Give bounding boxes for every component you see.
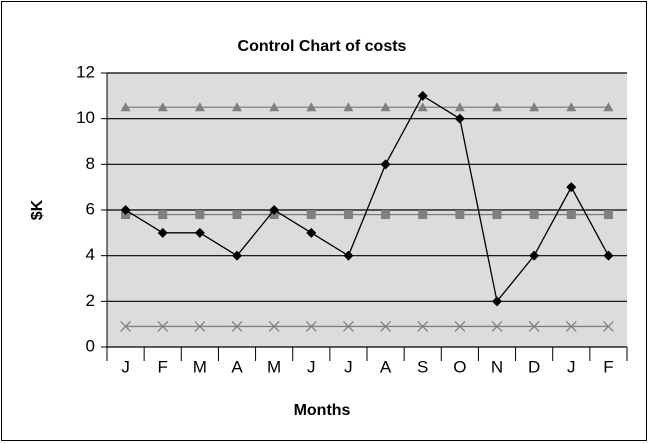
data-point (343, 250, 354, 261)
data-point (529, 210, 539, 220)
data-point (120, 102, 131, 112)
data-point (158, 210, 168, 220)
data-point (342, 320, 354, 332)
x-tick-label: A (380, 357, 392, 376)
data-point (528, 320, 540, 332)
data-point (343, 210, 353, 220)
data-point (157, 320, 169, 332)
y-tick-label: 0 (86, 336, 95, 355)
y-tick-label: 2 (86, 291, 95, 310)
data-point (417, 90, 428, 101)
data-point (529, 102, 540, 112)
data-point (417, 102, 428, 112)
data-point (381, 210, 391, 220)
data-point (231, 320, 243, 332)
x-tick-label: D (528, 357, 540, 376)
data-point (157, 102, 168, 112)
data-point (232, 210, 242, 220)
x-tick-label: O (453, 357, 466, 376)
data-point (565, 320, 577, 332)
data-point (194, 320, 206, 332)
y-tick-label: 8 (86, 154, 95, 173)
data-point (492, 210, 502, 220)
data-point (380, 159, 391, 170)
data-point (306, 227, 317, 238)
y-tick-label: 10 (76, 108, 95, 127)
x-tick-label: F (158, 357, 168, 376)
data-point (418, 210, 428, 220)
data-point (305, 320, 317, 332)
data-point (603, 250, 614, 261)
data-point (232, 250, 242, 261)
data-point (566, 102, 577, 112)
data-point (194, 102, 205, 112)
x-axis-label: Months (294, 402, 351, 419)
data-point (157, 227, 168, 238)
data-point (417, 320, 429, 332)
data-point (603, 210, 613, 220)
x-tick-label: A (231, 357, 243, 376)
chart-title: Control Chart of costs (238, 38, 407, 55)
x-tick-label: M (193, 357, 207, 376)
data-point (120, 205, 131, 215)
data-point (566, 182, 577, 193)
data-point (306, 210, 316, 220)
x-tick-label: N (491, 357, 503, 376)
y-tick-label: 12 (76, 62, 95, 81)
data-point (380, 102, 391, 112)
data-point (194, 227, 205, 238)
data-point (566, 210, 576, 220)
x-tick-label: F (603, 357, 613, 376)
data-point (120, 320, 132, 332)
x-tick-label: J (344, 357, 353, 376)
data-point (454, 102, 465, 112)
y-tick-label: 4 (86, 245, 95, 264)
x-tick-label: M (267, 357, 281, 376)
data-point (492, 296, 502, 307)
data-point (343, 102, 354, 112)
data-point (529, 250, 540, 261)
data-point (602, 320, 614, 332)
data-point (454, 320, 466, 332)
data-point (603, 102, 614, 112)
series-line (125, 94, 610, 303)
x-tick-label: J (121, 357, 130, 376)
data-point (306, 102, 317, 112)
data-point (492, 102, 502, 112)
x-tick-label: J (307, 357, 316, 376)
data-point (455, 210, 465, 220)
data-point (268, 320, 280, 332)
data-point (269, 205, 280, 215)
x-tick-label: S (417, 357, 428, 376)
data-point (491, 320, 503, 332)
data-point (454, 113, 465, 124)
data-point (269, 102, 280, 112)
data-point (195, 210, 205, 220)
data-point (232, 102, 242, 112)
x-tick-label: J (567, 357, 576, 376)
data-point (380, 320, 392, 332)
y-tick-label: 6 (86, 199, 95, 218)
y-axis-label: $K (29, 199, 46, 220)
